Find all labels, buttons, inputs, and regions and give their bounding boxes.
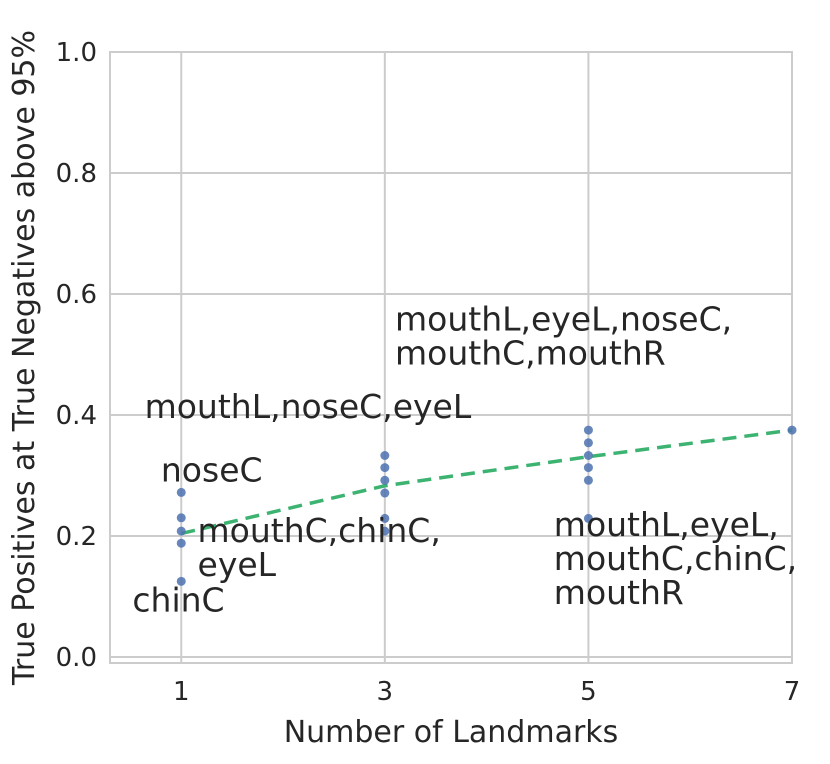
data-point: [380, 451, 390, 461]
y-tick-label: 0.2: [56, 522, 97, 552]
data-point: [583, 451, 593, 461]
point-annotation: mouthC,chinC, eyeL: [198, 511, 441, 584]
trend-line-group: [180, 428, 793, 536]
y-tick-label: 1.0: [56, 38, 97, 68]
point-annotation: mouthL,eyeL,noseC, mouthC,mouthR: [395, 299, 732, 372]
point-annotation: chinC: [132, 581, 224, 620]
x-tick-label: 1: [173, 677, 190, 707]
trend-line: [180, 428, 793, 536]
annotation-line: mouthC,chinC,: [554, 539, 797, 578]
data-points: [176, 425, 797, 586]
point-annotation: noseC: [161, 451, 263, 490]
data-point: [176, 513, 186, 523]
data-point: [380, 463, 390, 473]
data-point: [583, 438, 593, 448]
y-tick-label: 0.4: [56, 401, 97, 431]
annotation-line: mouthC,mouthR: [395, 333, 666, 372]
x-tick-label: 7: [784, 677, 801, 707]
annotation-line: mouthL,noseC,eyeL: [145, 387, 472, 426]
y-tick-labels: 0.0 0.2 0.4 0.6 0.8 1.0: [56, 38, 97, 673]
annotation-line: mouthC,chinC,: [198, 511, 441, 550]
y-axis-label: True Positives at True Negatives above 9…: [7, 30, 42, 686]
data-point: [176, 526, 186, 536]
x-tick-labels: 1 3 5 7: [173, 677, 800, 707]
plot-border: [109, 51, 793, 664]
point-annotation: mouthL,noseC,eyeL: [145, 387, 472, 426]
annotations: mouthL,eyeL,noseC, mouthC,mouthR mouthL,no…: [132, 299, 797, 619]
data-point: [787, 425, 797, 435]
data-point: [583, 513, 593, 523]
data-point: [380, 526, 390, 536]
data-point: [380, 513, 390, 523]
point-annotation: mouthL,eyeL, mouthC,chinC, mouthR: [554, 505, 797, 612]
data-point: [380, 488, 390, 498]
annotation-line: eyeL: [198, 545, 277, 584]
annotation-line: mouthL,eyeL,noseC,: [395, 299, 732, 338]
data-point: [583, 475, 593, 485]
data-point: [380, 475, 390, 485]
annotation-line: noseC: [161, 451, 263, 490]
y-tick-label: 0.0: [56, 643, 97, 673]
x-axis-label: Number of Landmarks: [284, 715, 619, 750]
annotation-line: chinC: [132, 581, 224, 620]
y-tick-label: 0.8: [56, 159, 97, 189]
annotation-line: mouthR: [554, 573, 684, 612]
data-point: [176, 576, 186, 586]
data-point: [583, 425, 593, 435]
annotation-line: mouthL,eyeL,: [554, 505, 779, 544]
plot-frame: [109, 51, 793, 664]
x-tick-label: 3: [377, 677, 394, 707]
data-point: [176, 487, 186, 497]
data-point: [583, 463, 593, 473]
data-point: [176, 538, 186, 548]
y-tick-label: 0.6: [56, 280, 97, 310]
x-tick-label: 5: [580, 677, 597, 707]
